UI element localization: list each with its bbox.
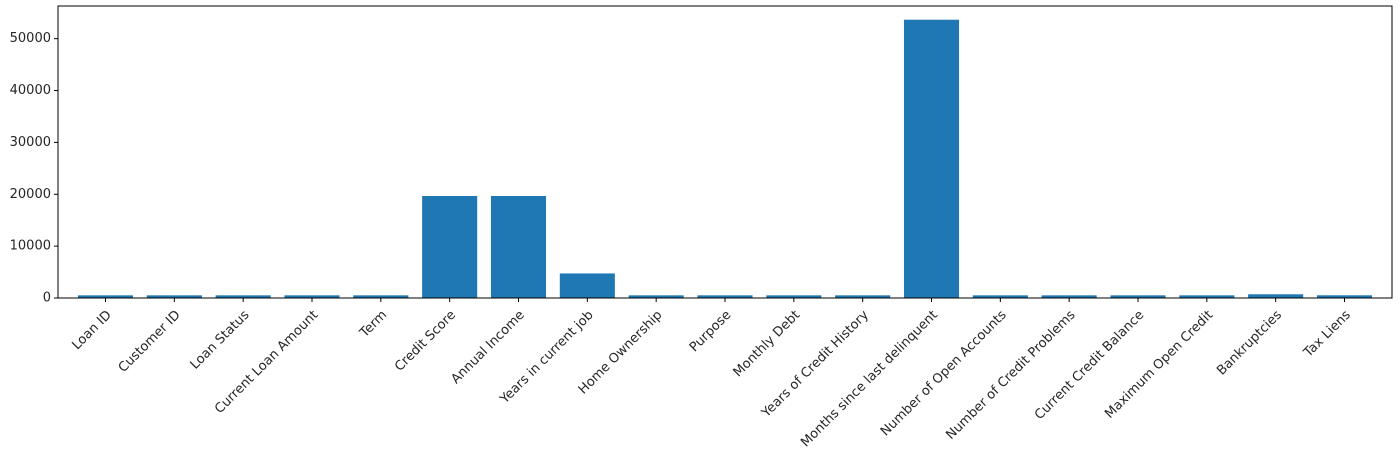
y-axis: 0 10000 20000 30000 40000 50000 [10, 31, 58, 306]
x-tick-label: Tax Liens [1300, 308, 1354, 362]
bar-current-credit-balance [1110, 295, 1166, 298]
x-tick-label: Credit Score [392, 308, 459, 375]
bar-maximum-open-credit [1179, 295, 1235, 298]
x-tick-label: Term [357, 308, 391, 342]
x-tick-label: Purpose [687, 308, 734, 355]
bars-layer [77, 19, 1373, 299]
bar-current-loan-amount [284, 295, 340, 298]
bar-annual-income [490, 195, 547, 298]
bar-number-of-open-accounts [972, 295, 1028, 298]
bar-loan-id [77, 295, 134, 298]
y-tick-label: 40000 [10, 83, 51, 98]
x-tick-label: Annual Income [448, 308, 527, 387]
x-tick-label: Number of Credit Problems [943, 308, 1078, 443]
x-tick-label: Loan ID [69, 308, 114, 353]
bar-tax-liens [1316, 295, 1373, 298]
x-tick-label: Number of Open Accounts [878, 308, 1010, 440]
y-tick-label: 0 [43, 291, 51, 306]
axes-frame [57, 5, 1393, 299]
y-tick-label: 10000 [10, 239, 51, 254]
bar-number-of-credit-problems [1041, 295, 1097, 298]
x-tick-label: Customer ID [116, 308, 184, 376]
x-tick-label: Monthly Debt [731, 308, 804, 381]
x-tick-label: Loan Status [188, 308, 253, 373]
bar-years-of-credit-history [835, 295, 891, 298]
bar-monthly-debt [766, 295, 822, 298]
bar-term [353, 295, 409, 298]
bar-credit-score [422, 195, 478, 298]
bar-loan-status [215, 295, 271, 298]
y-tick-label: 50000 [10, 31, 51, 46]
bar-years-in-current-job [559, 273, 615, 298]
bar-purpose [697, 295, 753, 298]
bar-home-ownership [628, 295, 684, 298]
y-tick-label: 20000 [10, 187, 51, 202]
bar-customer-id [146, 295, 202, 298]
y-tick-label: 30000 [10, 135, 51, 150]
x-tick-label: Bankruptcies [1214, 308, 1285, 379]
x-tick-label: Months since last delinquent [798, 308, 941, 451]
bar-months-since-last-delinquent [903, 19, 960, 299]
bar-bankruptcies [1248, 294, 1304, 298]
